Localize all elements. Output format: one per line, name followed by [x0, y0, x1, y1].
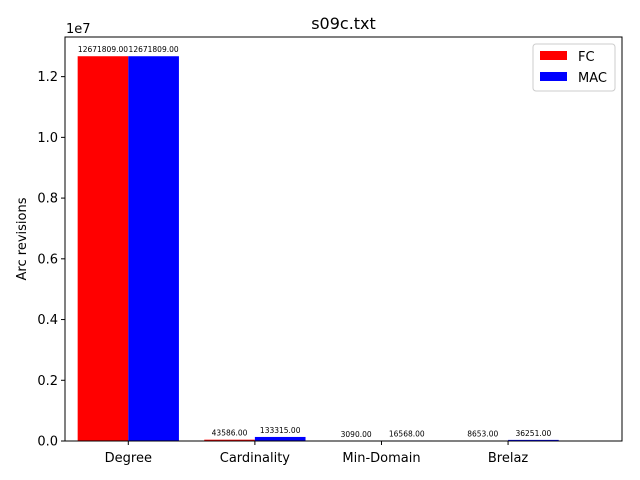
bar-mac-degree [128, 56, 179, 441]
x-axis: Degree Cardinality Min-Domain Brelaz [105, 441, 529, 466]
bar-fc-degree [77, 56, 129, 441]
legend-label-fc: FC [578, 50, 595, 65]
bar-value-labels: 12671809.00 12671809.00 43586.00 133315.00 3… [78, 45, 552, 439]
bar-fc-cardinality [204, 439, 255, 441]
bar-label-fc-degree: 12671809.00 [78, 45, 128, 54]
bar-label-mac-min-domain: 16568.00 [389, 429, 425, 438]
bar-label-fc-cardinality: 43586.00 [212, 429, 248, 438]
legend-swatch-mac [540, 72, 567, 81]
x-tick-label-min-domain: Min-Domain [342, 451, 420, 466]
y-tick-label: 0.4 [37, 313, 58, 328]
chart-title: s09c.txt [311, 14, 376, 33]
bar-mac-brelaz [508, 439, 559, 441]
y-tick-label: 0.6 [37, 252, 58, 267]
bar-mac-cardinality [254, 436, 306, 441]
legend: FC MAC [532, 43, 616, 92]
bar-label-fc-brelaz: 8653.00 [467, 430, 498, 439]
bar-label-mac-degree: 12671809.00 [129, 45, 179, 54]
bar-label-mac-cardinality: 133315.00 [260, 426, 301, 435]
y-tick-label: 0.2 [37, 374, 58, 389]
x-tick-label-cardinality: Cardinality [220, 451, 291, 466]
y-tick-label: 1.2 [37, 70, 58, 85]
y-axis: 0.0 0.2 0.4 0.6 0.8 1.0 1.2 [37, 70, 65, 450]
bar-label-mac-brelaz: 36251.00 [515, 429, 551, 438]
legend-label-mac: MAC [578, 71, 607, 86]
y-axis-label: Arc revisions [15, 197, 30, 280]
y-scale-offset: 1e7 [66, 22, 91, 37]
y-tick-label: 0.0 [37, 435, 58, 450]
y-tick-label: 0.8 [37, 192, 58, 207]
y-tick-label: 1.0 [37, 131, 58, 146]
bars-layer [77, 56, 559, 441]
legend-swatch-fc [540, 51, 567, 60]
plot-frame [64, 36, 623, 442]
x-tick-label-brelaz: Brelaz [488, 451, 529, 466]
x-tick-label-degree: Degree [105, 451, 152, 466]
bar-label-fc-min-domain: 3090.00 [341, 430, 372, 439]
